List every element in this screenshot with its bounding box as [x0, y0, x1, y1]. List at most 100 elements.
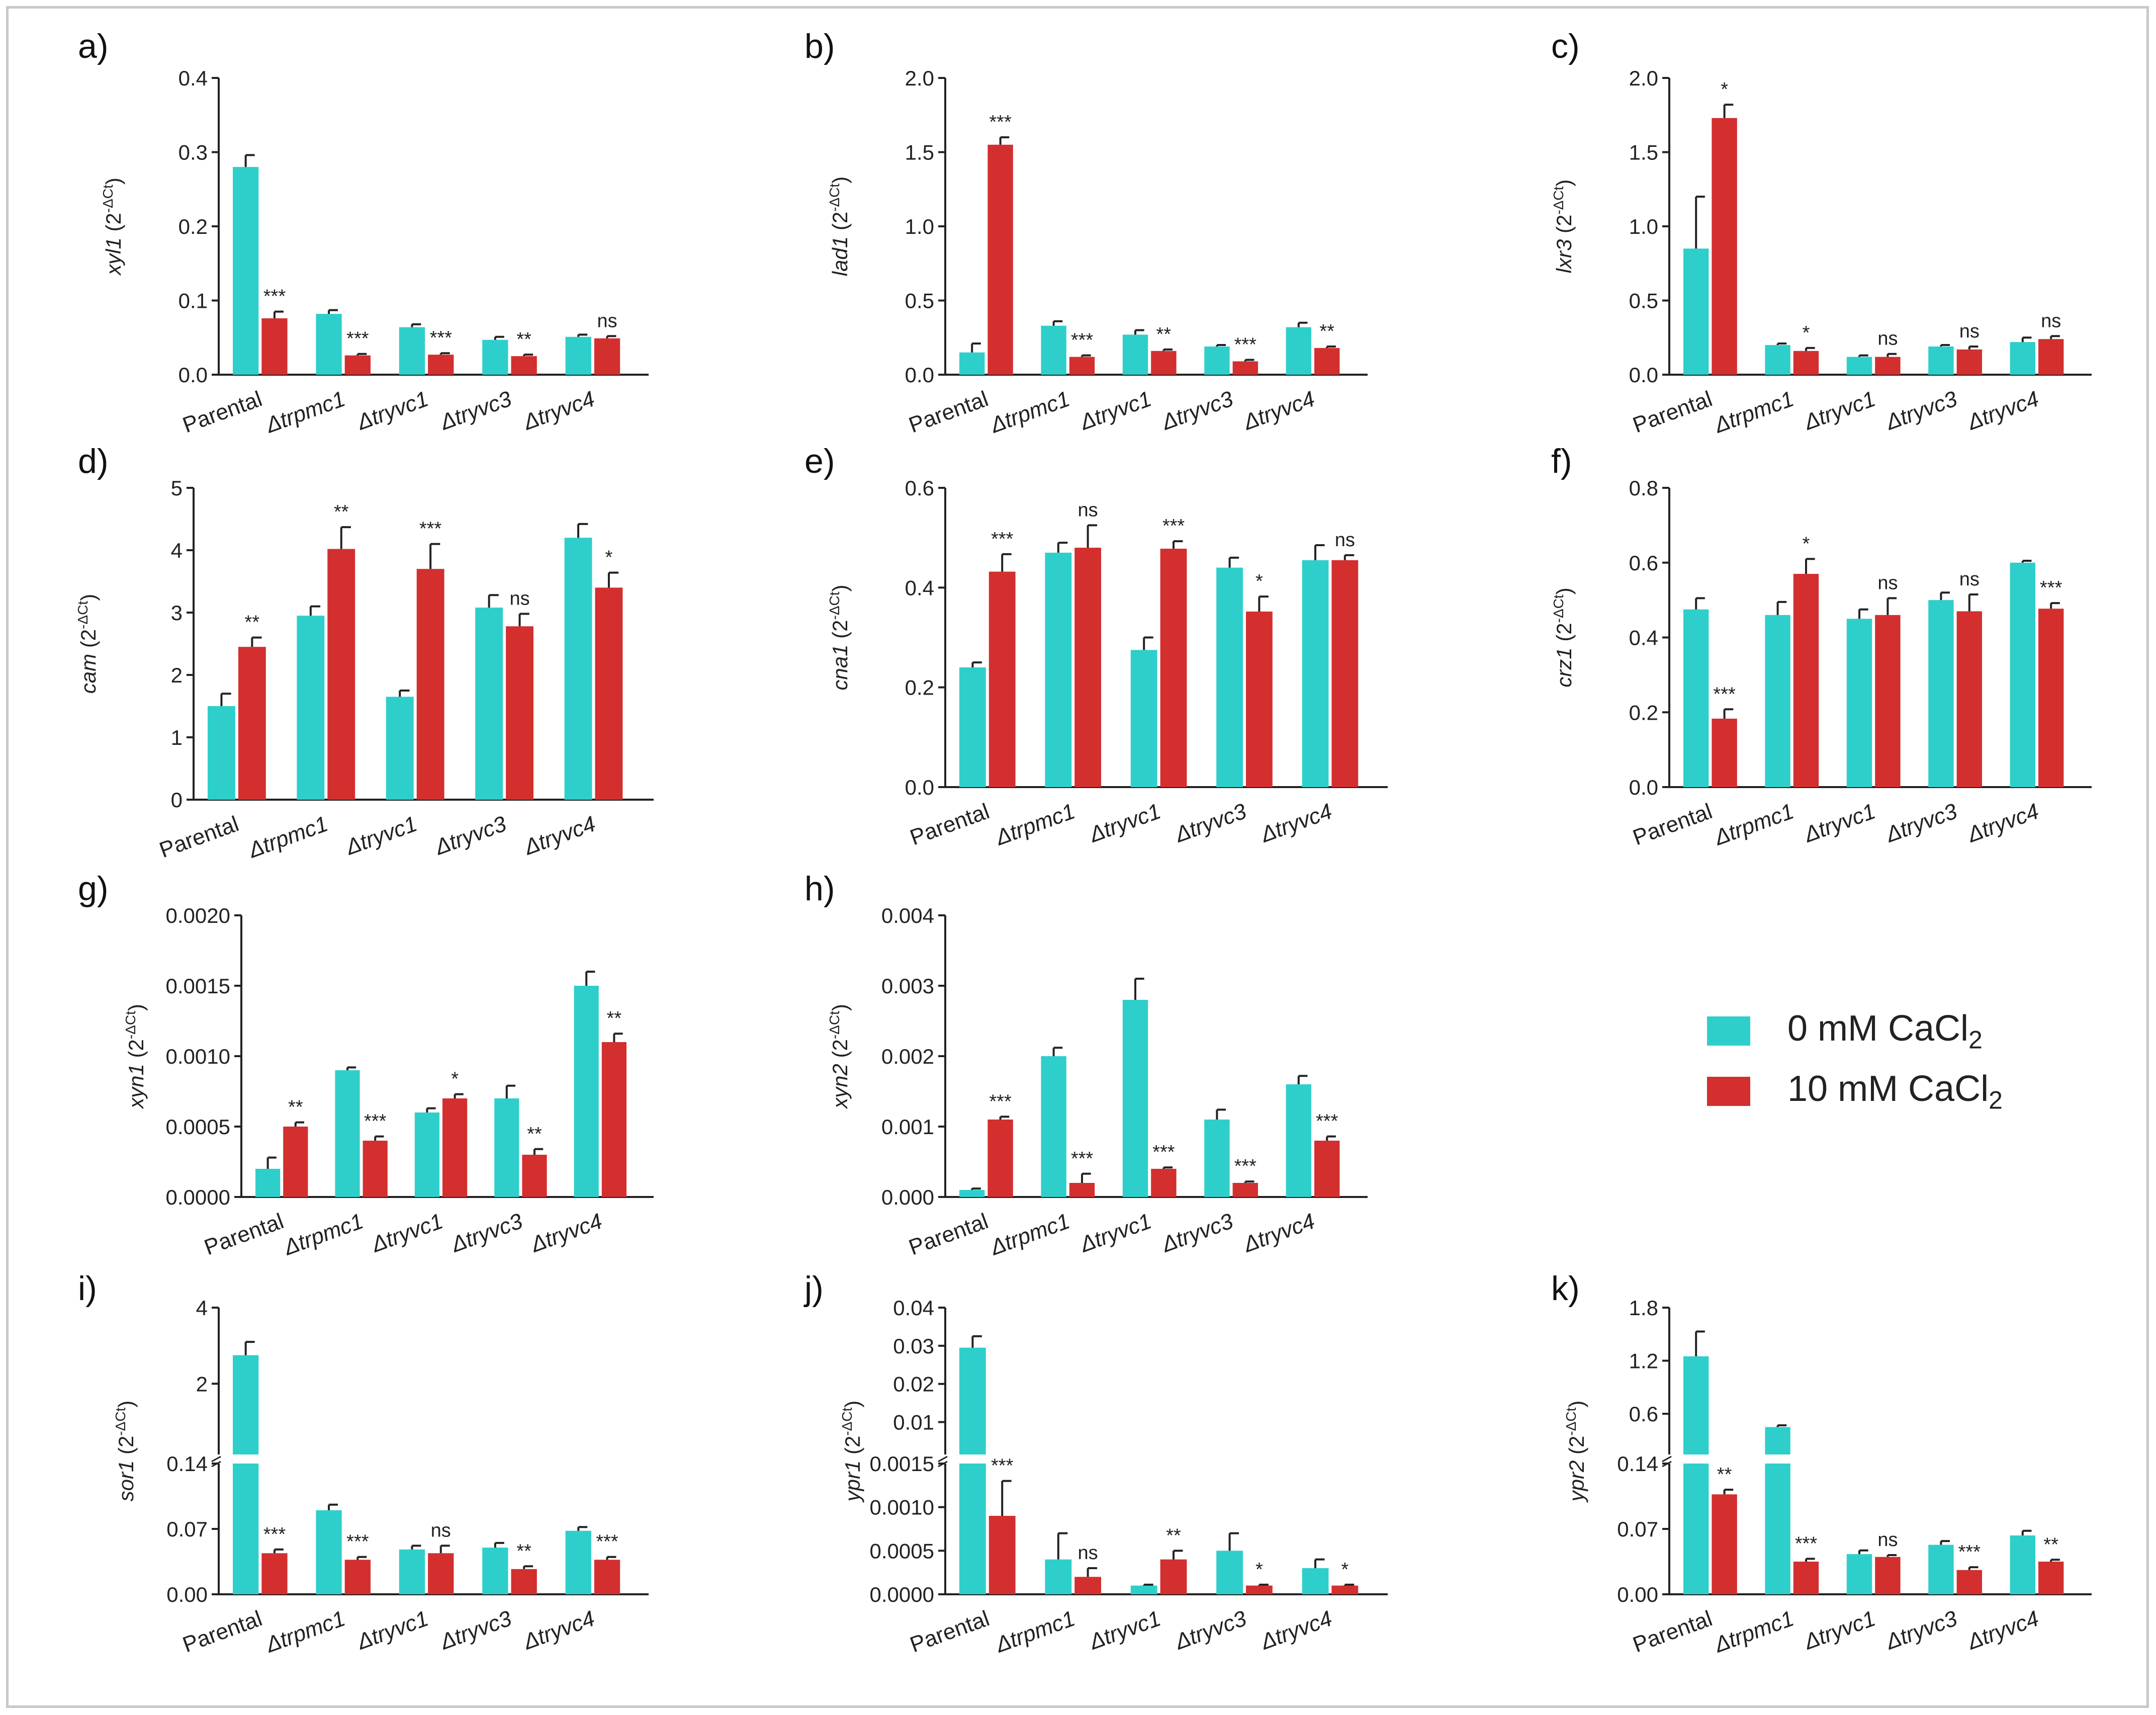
bar-0mM — [1041, 1056, 1066, 1197]
bar-0mM — [208, 706, 235, 800]
y-axis-exponent: -ΔCt — [827, 591, 842, 620]
x-tick-label: Δtryvc4 — [1257, 799, 1335, 847]
y-axis-close: ) — [1552, 180, 1576, 187]
bar-10mM — [2038, 609, 2064, 787]
bar-10mM — [363, 1141, 388, 1197]
x-tick-label: Δtryvc1 — [1076, 1209, 1155, 1257]
bar-0mM — [316, 1510, 342, 1594]
x-tick-label: Δtryvc4 — [520, 1606, 598, 1655]
significance-label: *** — [596, 1531, 618, 1553]
bar-10mM — [1160, 548, 1187, 787]
y-tick-label: 0.000 — [881, 1185, 934, 1209]
y-tick-label: 4 — [196, 1296, 208, 1320]
y-tick-label: 0.003 — [881, 974, 934, 998]
y-tick-label: 0.6 — [1629, 551, 1658, 575]
y-tick-label: 0.07 — [166, 1517, 208, 1541]
x-tick-label: Δtrpmc1 — [1711, 386, 1797, 438]
bar-10mM — [1875, 357, 1901, 375]
significance-label: *** — [263, 1524, 286, 1545]
x-tick-label: Parental — [179, 386, 265, 438]
bar-10mM — [1246, 611, 1273, 787]
bar-0mM — [1302, 560, 1329, 787]
bar-break-gap — [232, 1454, 260, 1464]
significance-label: *** — [1234, 1156, 1257, 1177]
y-axis-close: ) — [102, 178, 125, 185]
y-tick-label: 0.0010 — [870, 1496, 934, 1519]
x-tick-label: Δtryvc1 — [342, 811, 420, 860]
bar-0mM — [959, 1347, 986, 1594]
panel-label: a) — [78, 27, 108, 65]
bar-10mM — [1160, 1559, 1187, 1594]
y-axis-gene: xyn2 — [828, 1064, 852, 1109]
bar-10mM — [511, 356, 537, 375]
y-tick-label: 0.4 — [178, 66, 208, 90]
y-tick-label: 1 — [171, 726, 183, 749]
x-tick-label: Δtryvc4 — [1240, 386, 1318, 435]
significance-label: ** — [1717, 1464, 1732, 1485]
bar-10mM — [2038, 1562, 2064, 1594]
bar-10mM — [1956, 1570, 1982, 1594]
x-tick-label: Δtryvc4 — [1964, 1606, 2042, 1655]
bar-0mM — [959, 1190, 985, 1197]
bar-10mM — [283, 1127, 308, 1197]
y-axis-gene: lxr3 — [1552, 239, 1576, 274]
panel-label: b) — [804, 27, 835, 65]
bar-0mM — [475, 608, 503, 800]
y-axis-unit: (2 — [828, 212, 852, 236]
legend: 0 mM CaCl2 10 mM CaCl2 — [1707, 1001, 2003, 1122]
y-axis-unit: (2 — [102, 213, 125, 237]
significance-label: *** — [1162, 516, 1185, 537]
x-tick-label: Δtryvc3 — [447, 1209, 526, 1257]
panel-label: j) — [803, 1269, 824, 1308]
legend-label-control: 0 mM CaCl2 — [1787, 1008, 1983, 1054]
significance-label: * — [1721, 79, 1728, 100]
y-axis-exponent: -ΔCt — [75, 601, 91, 629]
x-tick-label: Δtryvc3 — [1882, 386, 1960, 435]
significance-label: ** — [1166, 1525, 1181, 1546]
significance-label: ** — [1156, 324, 1172, 345]
bar-10mM — [1956, 349, 1982, 375]
y-axis-unit: (2 — [1552, 623, 1576, 647]
x-tick-label: Parental — [201, 1209, 287, 1260]
chart-panel-b: b) 0.0 0.5 1.0 1.5 2.0 lad1 (2-ΔCt) *** Parental… — [804, 27, 1368, 438]
bar-0mM — [1286, 327, 1311, 375]
bar-0mM — [1846, 357, 1872, 375]
significance-label: * — [451, 1069, 459, 1090]
chart-panel-e: e) 0.0 0.2 0.4 0.6 cna1 (2-ΔCt) *** Parental ns Δ… — [804, 442, 1388, 850]
x-tick-label: Parental — [907, 1606, 993, 1657]
y-axis-title: cam (2-ΔCt) — [75, 594, 100, 694]
significance-label: ns — [1335, 530, 1355, 551]
significance-label: * — [1255, 1559, 1263, 1580]
bar-10mM — [987, 144, 1013, 375]
y-axis-exponent: -ΔCt — [827, 184, 842, 212]
figure-frame — [6, 6, 2149, 1708]
y-axis-exponent: -ΔCt — [123, 1011, 138, 1039]
x-tick-label: Δtryvc1 — [368, 1209, 446, 1257]
bar-10mM — [1074, 548, 1101, 787]
bar-10mM — [416, 569, 444, 800]
significance-label: * — [1255, 571, 1263, 592]
bar-10mM — [1232, 1183, 1258, 1197]
bar-10mM — [1314, 1141, 1340, 1197]
bar-0mM — [297, 616, 325, 800]
y-tick-label: 0 — [171, 788, 183, 812]
y-tick-label: 0.5 — [1629, 289, 1658, 313]
y-tick-label: 0.0 — [1629, 776, 1658, 799]
y-axis-title: lxr3 (2-ΔCt) — [1551, 180, 1576, 274]
bar-0mM — [1130, 1585, 1157, 1594]
y-axis-unit: (2 — [828, 1039, 852, 1064]
x-tick-label: Δtrpmc1 — [262, 386, 348, 438]
bar-0mM — [1204, 346, 1230, 375]
bar-10mM — [1331, 560, 1359, 787]
bar-0mM — [565, 1530, 591, 1594]
bar-10mM — [428, 355, 454, 375]
y-tick-label: 0.14 — [1617, 1452, 1658, 1476]
significance-label: *** — [364, 1111, 387, 1132]
bar-0mM — [1765, 1427, 1790, 1594]
significance-label: *** — [989, 112, 1012, 133]
panel-label: i) — [78, 1269, 97, 1308]
bar-10mM — [442, 1098, 468, 1197]
bar-10mM — [594, 338, 620, 375]
bar-10mM — [1712, 118, 1737, 375]
y-axis-gene: xyn1 — [124, 1064, 148, 1109]
